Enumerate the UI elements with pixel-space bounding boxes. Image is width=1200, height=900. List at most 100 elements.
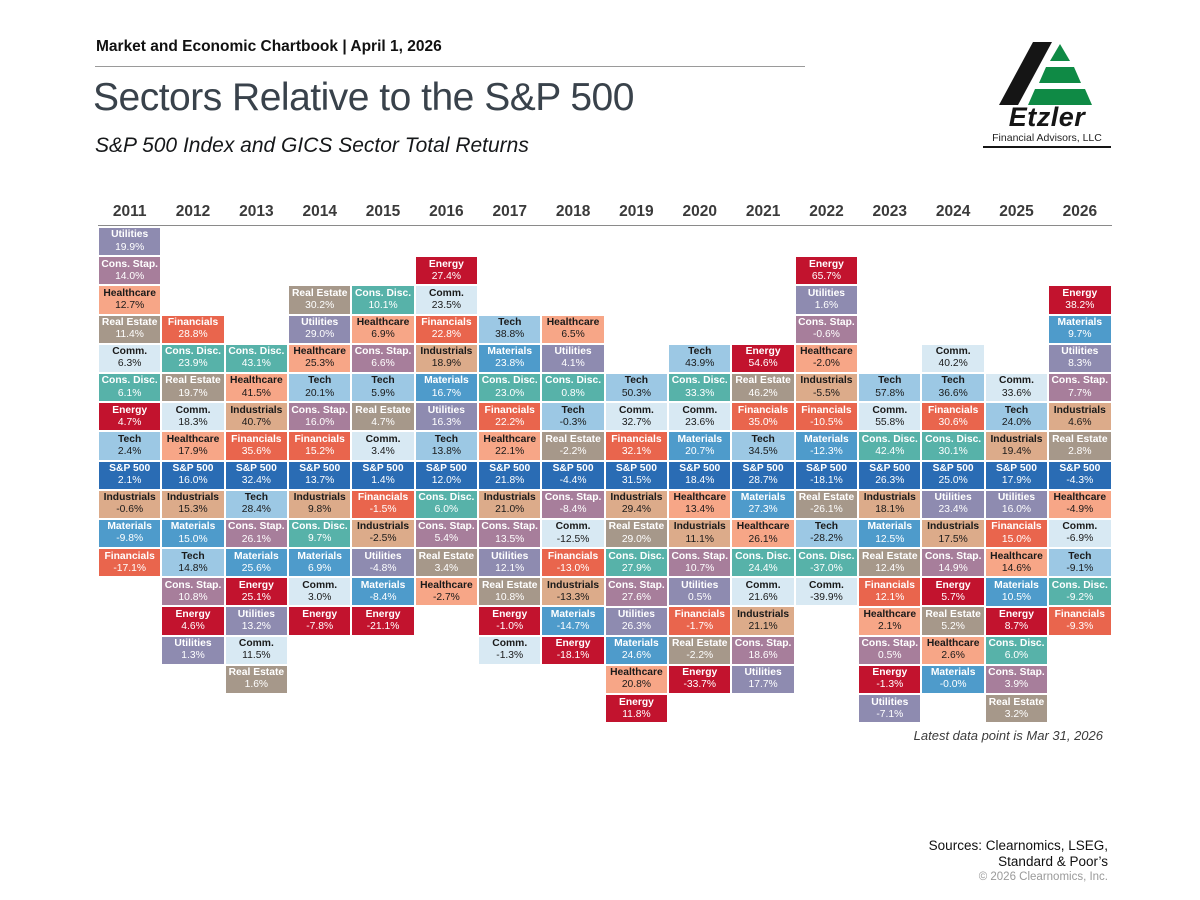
sector-column-2012: Financials 28.8% Cons. Disc. 23.9% Real Esta… xyxy=(161,227,225,723)
sector-tile-value: -4.9% xyxy=(1066,504,1094,516)
sector-tile-value: 17.9% xyxy=(1001,475,1032,487)
sector-tile-name: Cons. Disc. xyxy=(608,550,665,562)
sector-tile-2022-industrials: Industrials -5.5% xyxy=(794,372,859,403)
sector-tile-name: Tech xyxy=(814,521,839,533)
sector-tile-name: Materials xyxy=(170,521,216,533)
sector-tile-value: 15.2% xyxy=(305,445,335,457)
sector-tile-2020-comm: Comm. 23.6% xyxy=(668,402,732,432)
sector-tile-2017-tech: Tech 38.8% xyxy=(478,314,542,344)
sector-tile-name: Cons. Disc. xyxy=(861,433,918,445)
sector-tile-value: 3.4% xyxy=(371,445,395,457)
sector-tile-value: 54.6% xyxy=(748,358,778,370)
sector-tile-name: Materials xyxy=(1057,317,1103,329)
sector-tile-2018-financials: Financials -13.0% xyxy=(541,548,605,578)
sector-tile-name: Materials xyxy=(740,492,786,504)
sector-tile-value: -1.7% xyxy=(686,621,714,633)
sector-tile-value: 32.4% xyxy=(241,475,271,487)
sector-tile-name: Energy xyxy=(428,258,464,270)
sector-tile-2013-tech: Tech 28.4% xyxy=(224,489,289,519)
sector-tile-name: Cons. Disc. xyxy=(1051,579,1108,591)
sector-tile-value: 27.3% xyxy=(748,504,778,516)
sector-tile-name: Cons. Stap. xyxy=(544,492,602,504)
sector-tile-2021-real-estate: Real Estate 46.2% xyxy=(731,372,795,403)
year-label-2022: 2022 xyxy=(809,203,844,220)
sector-tile-name: Materials xyxy=(614,638,659,650)
sector-tile-name: Real Estate xyxy=(355,404,411,416)
sector-tile-value: 16.0% xyxy=(305,416,335,428)
sector-tile-2020-tech: Tech 43.9% xyxy=(668,343,732,373)
sector-tile-value: -8.4% xyxy=(369,591,397,603)
sector-tile-name: S&P 500 xyxy=(995,463,1037,475)
sector-tile-2021-s-p-500: S&P 500 28.7% xyxy=(731,460,795,490)
sector-tile-value: -1.3% xyxy=(496,650,524,662)
sector-tile-2022-comm: Comm. -39.9% xyxy=(794,577,859,607)
sector-tile-value: 2.1% xyxy=(117,475,142,487)
sector-tile-2011-tech: Tech 2.4% xyxy=(98,431,162,461)
sector-tile-value: 16.3% xyxy=(431,416,461,428)
sector-tile-2019-financials: Financials 32.1% xyxy=(604,431,669,461)
sector-tile-name: S&P 500 xyxy=(1059,462,1101,474)
sector-tile-2014-energy: Energy -7.8% xyxy=(288,606,352,636)
sector-tile-name: Comm. xyxy=(365,433,401,445)
sector-tile-name: Comm. xyxy=(112,346,148,358)
sector-tile-value: -0.0% xyxy=(939,679,967,691)
sector-tile-name: Cons. Disc. xyxy=(735,550,792,562)
sector-tile-2025-financials: Financials 15.0% xyxy=(984,518,1049,549)
sector-tile-value: -4.4% xyxy=(559,475,587,487)
sector-tile-2017-healthcare: Healthcare 22.1% xyxy=(478,431,542,461)
sector-tile-2017-cons-disc: Cons. Disc. 23.0% xyxy=(478,372,542,403)
sector-tile-2023-energy: Energy -1.3% xyxy=(858,664,922,695)
sector-tile-name: Industrials xyxy=(927,521,980,533)
sector-tile-value: 12.1% xyxy=(495,562,525,574)
sector-tile-value: -9.3% xyxy=(1066,621,1094,633)
sector-tile-name: Tech xyxy=(688,346,712,358)
sector-tile-name: S&P 500 xyxy=(172,462,214,474)
sector-tile-value: 25.0% xyxy=(938,475,968,487)
sector-tile-2015-s-p-500: S&P 500 1.4% xyxy=(351,460,415,490)
sector-tile-value: -33.7% xyxy=(683,679,717,691)
sector-tile-value: 12.4% xyxy=(875,562,905,574)
sector-tile-value: 7.7% xyxy=(1068,387,1092,399)
sector-tile-2011-comm: Comm. 6.3% xyxy=(98,343,162,373)
sector-tile-2025-tech: Tech 24.0% xyxy=(984,402,1049,432)
sector-tile-2012-healthcare: Healthcare 17.9% xyxy=(161,431,225,461)
sector-tile-name: Industrials xyxy=(420,346,473,358)
sector-tile-name: Financials xyxy=(991,521,1042,533)
sector-tile-name: Comm. xyxy=(872,404,908,416)
sector-tile-2012-cons-stap: Cons. Stap. 10.8% xyxy=(161,577,225,607)
page-subtitle: S&P 500 Index and GICS Sector Total Retu… xyxy=(95,134,529,157)
sector-tile-value: 8.3% xyxy=(1068,358,1092,370)
sector-tile-2019-materials: Materials 24.6% xyxy=(604,635,669,665)
sector-tile-value: -0.6% xyxy=(116,504,144,516)
sector-tile-name: Industrials xyxy=(166,492,220,504)
sector-tile-2022-utilities: Utilities 1.6% xyxy=(794,285,859,315)
sector-tile-name: Healthcare xyxy=(420,579,473,591)
sector-column-2017: Tech 38.8% Materials 23.8% Cons. Disc. 23.0% F… xyxy=(478,227,542,723)
sector-tile-name: Financials xyxy=(294,433,345,445)
sector-tile-2019-energy: Energy 11.8% xyxy=(604,694,669,724)
sector-tile-name: Energy xyxy=(302,608,338,620)
sector-tile-value: 22.8% xyxy=(431,329,461,341)
sector-tile-name: Comm. xyxy=(555,521,591,533)
sector-tile-name: Materials xyxy=(487,346,533,358)
sector-tile-2022-financials: Financials -10.5% xyxy=(794,402,859,432)
year-label-2016: 2016 xyxy=(429,203,464,220)
sector-quilt-chart: 2011 2012 2013 2014 2015 2016 2017 2018 2019 2020… xyxy=(98,203,1112,724)
sector-tile-name: Utilities xyxy=(237,608,275,620)
sector-tile-value: -2.2% xyxy=(559,445,587,457)
sector-tile-2011-s-p-500: S&P 500 2.1% xyxy=(98,460,162,490)
sector-tile-value: 13.4% xyxy=(685,504,715,516)
sector-tile-name: Healthcare xyxy=(673,492,727,504)
sector-tile-name: Industrials xyxy=(737,608,790,620)
sector-tile-value: 11.4% xyxy=(115,329,144,341)
sector-column-2016: Energy 27.4% Comm. 23.5% Financials 22.8% Indu… xyxy=(414,227,479,723)
sector-tile-2023-healthcare: Healthcare 2.1% xyxy=(858,606,922,636)
sector-tile-name: Energy xyxy=(238,579,274,591)
sector-tile-value: -1.3% xyxy=(876,679,904,691)
sector-tile-2020-cons-disc: Cons. Disc. 33.3% xyxy=(668,372,732,403)
sector-tile-name: Financials xyxy=(927,404,979,416)
sector-tile-2021-industrials: Industrials 21.1% xyxy=(731,606,795,636)
sector-tile-name: Financials xyxy=(104,550,155,562)
sector-tile-2017-cons-stap: Cons. Stap. 13.5% xyxy=(478,518,542,549)
sector-tile-2011-financials: Financials -17.1% xyxy=(98,548,162,578)
